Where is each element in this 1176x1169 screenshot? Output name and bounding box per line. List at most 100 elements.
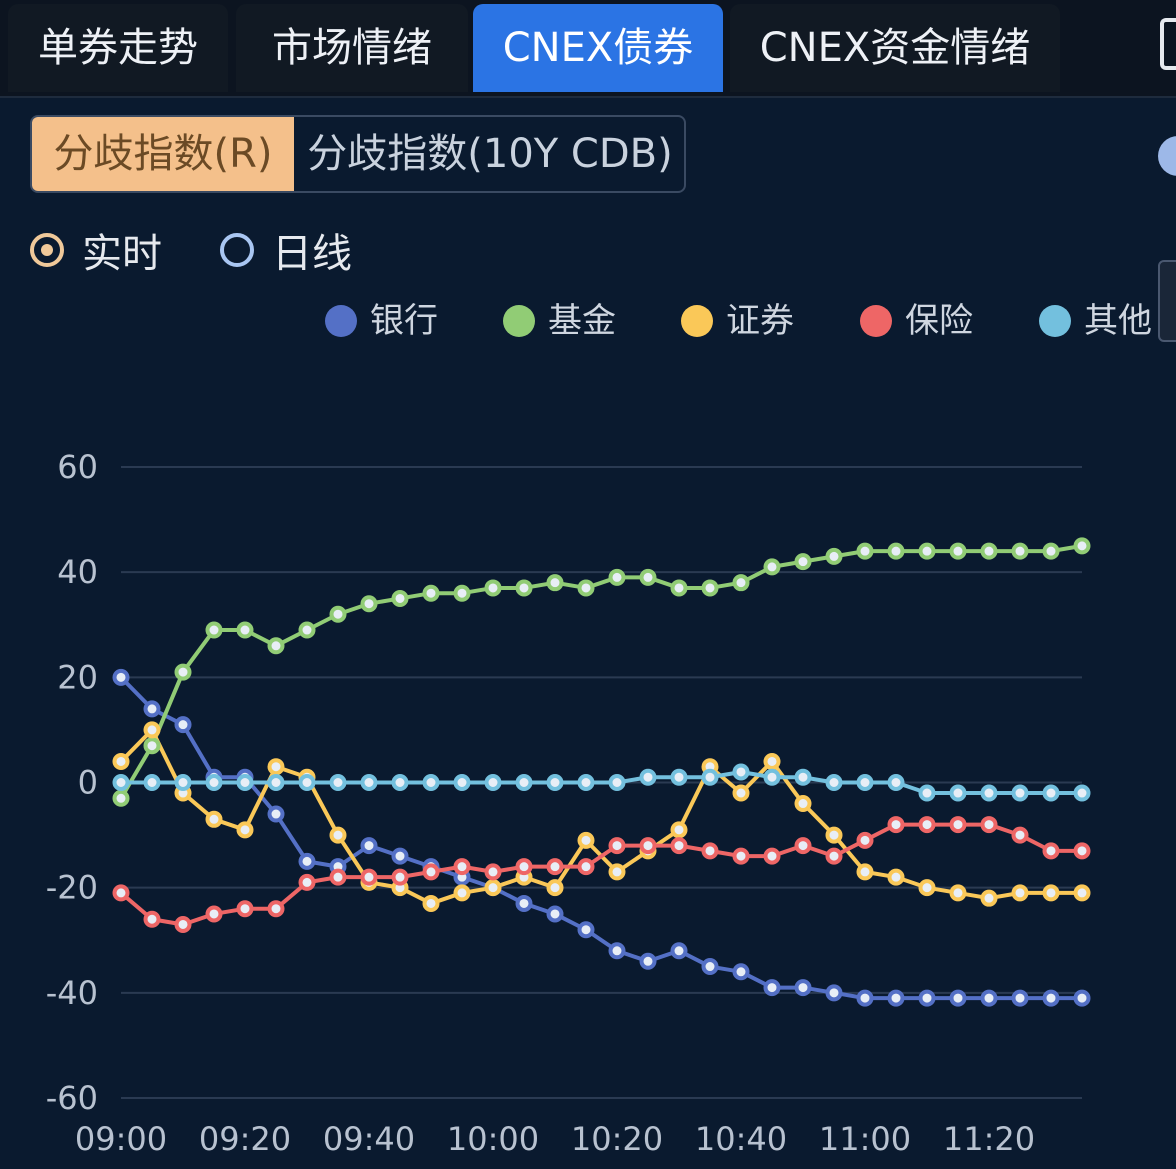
data-point[interactable] — [360, 837, 378, 855]
data-point[interactable] — [918, 542, 936, 560]
data-point[interactable] — [515, 579, 533, 597]
data-point[interactable] — [298, 621, 316, 639]
data-point[interactable] — [329, 605, 347, 623]
data-point[interactable] — [701, 842, 719, 860]
data-point[interactable] — [546, 774, 564, 791]
data-point[interactable] — [484, 579, 502, 597]
data-point[interactable] — [422, 863, 440, 881]
legend-item[interactable]: 保险 — [860, 301, 973, 341]
tab-single-bond-trend[interactable]: 单券走势 — [8, 4, 228, 92]
data-point[interactable] — [1011, 784, 1029, 802]
data-point[interactable] — [918, 989, 936, 1007]
overflow-tab-icon[interactable] — [1160, 18, 1176, 70]
data-point[interactable] — [794, 979, 812, 997]
data-point[interactable] — [949, 884, 967, 902]
data-point[interactable] — [670, 768, 688, 786]
data-point[interactable] — [391, 868, 409, 886]
data-point[interactable] — [577, 831, 595, 849]
data-point[interactable] — [949, 542, 967, 560]
data-point[interactable] — [484, 879, 502, 897]
data-point[interactable] — [1042, 784, 1060, 802]
data-point[interactable] — [360, 868, 378, 886]
data-point[interactable] — [794, 553, 812, 571]
data-point[interactable] — [608, 863, 626, 881]
data-point[interactable] — [1073, 989, 1091, 1007]
legend-item[interactable]: 基金 — [503, 301, 616, 341]
data-point[interactable] — [1011, 826, 1029, 844]
tab-cnex-fund-sentiment[interactable]: CNEX资金情绪 — [730, 4, 1060, 92]
data-point[interactable] — [732, 574, 750, 592]
data-point[interactable] — [546, 879, 564, 897]
data-point[interactable] — [329, 774, 347, 791]
data-point[interactable] — [329, 868, 347, 886]
data-point[interactable] — [360, 595, 378, 613]
data-point[interactable] — [515, 858, 533, 876]
data-point[interactable] — [1042, 989, 1060, 1007]
data-point[interactable] — [918, 816, 936, 834]
data-point[interactable] — [236, 774, 254, 791]
data-point[interactable] — [577, 579, 595, 597]
data-point[interactable] — [205, 774, 223, 791]
data-point[interactable] — [267, 774, 285, 791]
data-point[interactable] — [980, 784, 998, 802]
data-point[interactable] — [980, 989, 998, 1007]
data-point[interactable] — [267, 900, 285, 918]
data-point[interactable] — [453, 884, 471, 902]
data-point[interactable] — [701, 768, 719, 786]
data-point[interactable] — [1073, 537, 1091, 555]
data-point[interactable] — [112, 789, 130, 807]
data-point[interactable] — [763, 979, 781, 997]
data-point[interactable] — [391, 589, 409, 607]
data-point[interactable] — [484, 863, 502, 881]
data-point[interactable] — [887, 774, 905, 791]
data-point[interactable] — [236, 621, 254, 639]
data-point[interactable] — [949, 989, 967, 1007]
data-point[interactable] — [143, 700, 161, 718]
data-point[interactable] — [825, 847, 843, 865]
data-point[interactable] — [422, 584, 440, 602]
data-point[interactable] — [1073, 884, 1091, 902]
data-point[interactable] — [980, 816, 998, 834]
data-point[interactable] — [825, 984, 843, 1002]
data-point[interactable] — [856, 831, 874, 849]
data-point[interactable] — [577, 774, 595, 791]
data-point[interactable] — [887, 868, 905, 886]
help-icon[interactable] — [1158, 136, 1176, 176]
data-point[interactable] — [1073, 842, 1091, 860]
data-point[interactable] — [1011, 884, 1029, 902]
data-point[interactable] — [732, 963, 750, 981]
data-point[interactable] — [546, 905, 564, 923]
data-point[interactable] — [1073, 784, 1091, 802]
data-point[interactable] — [1011, 989, 1029, 1007]
data-point[interactable] — [763, 847, 781, 865]
data-point[interactable] — [143, 737, 161, 755]
data-point[interactable] — [577, 858, 595, 876]
data-point[interactable] — [236, 821, 254, 839]
data-point[interactable] — [825, 774, 843, 791]
data-point[interactable] — [639, 568, 657, 586]
data-point[interactable] — [639, 768, 657, 786]
data-point[interactable] — [143, 721, 161, 739]
data-point[interactable] — [670, 942, 688, 960]
data-point[interactable] — [174, 774, 192, 791]
data-point[interactable] — [453, 774, 471, 791]
data-point[interactable] — [949, 784, 967, 802]
data-point[interactable] — [670, 579, 688, 597]
data-point[interactable] — [453, 858, 471, 876]
data-point[interactable] — [360, 774, 378, 791]
data-point[interactable] — [763, 752, 781, 770]
data-point[interactable] — [670, 821, 688, 839]
data-point[interactable] — [949, 816, 967, 834]
data-point[interactable] — [267, 805, 285, 823]
data-point[interactable] — [701, 579, 719, 597]
data-point[interactable] — [174, 716, 192, 734]
data-point[interactable] — [1042, 884, 1060, 902]
data-point[interactable] — [794, 837, 812, 855]
data-point[interactable] — [608, 774, 626, 791]
data-point[interactable] — [174, 915, 192, 933]
data-point[interactable] — [608, 942, 626, 960]
data-point[interactable] — [112, 774, 130, 791]
data-point[interactable] — [298, 774, 316, 791]
data-point[interactable] — [484, 774, 502, 791]
tab-market-sentiment[interactable]: 市场情绪 — [236, 4, 468, 92]
